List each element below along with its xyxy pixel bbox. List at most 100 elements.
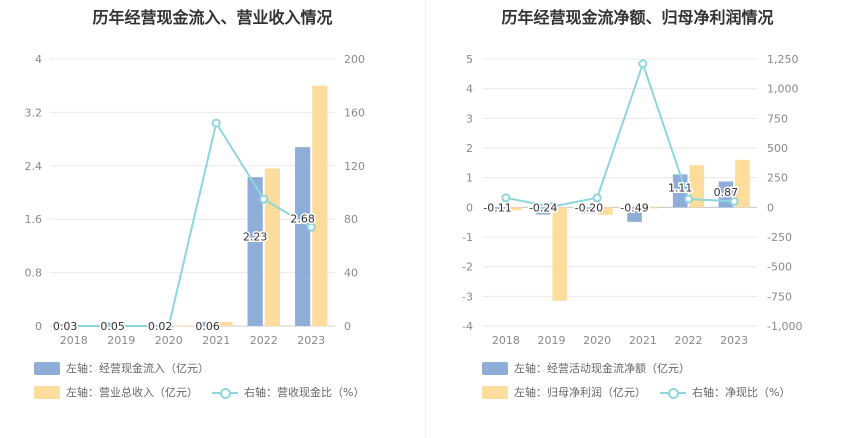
- legend-row-2: 左轴：营业总收入（亿元） 右轴：营收现金比（%）: [34, 384, 378, 400]
- legend-swatch: [482, 361, 508, 375]
- bar-b: [643, 207, 659, 209]
- x-axis-tick-label: 2020: [583, 334, 611, 347]
- legend-item[interactable]: 左轴：经营活动现金流净额（亿元）: [482, 360, 690, 376]
- bar-value-label: 0.02: [148, 320, 173, 333]
- left-axis-tick-label: 2.4: [25, 160, 43, 173]
- right-axis-tick-label: 1,250: [767, 53, 799, 66]
- right-axis-tick-label: 0: [767, 201, 774, 214]
- right-axis-tick-label: -1,000: [767, 320, 802, 333]
- bar-value-label: 0.87: [714, 186, 739, 199]
- cashflow-revenue-chart: 0 0 0.8 40 1.6 80 2.4 120 3.2 160 4 200 2018 2019 2020…: [25, 53, 366, 347]
- left-axis-tick-label: 1: [466, 172, 473, 185]
- left-axis-tick-label: 3: [466, 112, 473, 125]
- bar-b: [312, 85, 328, 326]
- x-axis-tick-label: 2023: [720, 334, 748, 347]
- bar-a: [105, 322, 121, 326]
- x-axis-tick-label: 2019: [538, 334, 566, 347]
- left-axis-tick-label: 1.6: [25, 213, 43, 226]
- bar-value-label: -0.49: [620, 201, 648, 214]
- left-axis-tick-label: -1: [462, 231, 473, 244]
- bar-b: [689, 165, 705, 208]
- bar-value-label: 0.03: [53, 320, 78, 333]
- x-axis-tick-label: 2018: [60, 334, 88, 347]
- ratio-point: [729, 196, 739, 206]
- legend-swatch: [34, 385, 60, 399]
- bar-value-label: 2.23: [243, 231, 268, 244]
- legend-line-swatch: [212, 386, 238, 399]
- bar-a: [57, 323, 73, 326]
- ratio-point: [306, 222, 316, 232]
- ratio-point: [638, 59, 648, 69]
- bar-a: [627, 207, 642, 222]
- legend-line-swatch: [660, 386, 686, 399]
- legend-row-1: 左轴：经营现金流入（亿元）: [34, 360, 223, 376]
- right-axis-tick-label: -750: [767, 290, 792, 303]
- x-axis-tick-label: 2019: [107, 334, 135, 347]
- legend-item[interactable]: 左轴：营业总收入（亿元）: [34, 384, 198, 400]
- left-axis-tick-label: -4: [462, 320, 473, 333]
- x-axis-tick-label: 2022: [675, 334, 703, 347]
- ratio-point: [501, 193, 511, 203]
- x-axis-tick-label: 2023: [297, 334, 325, 347]
- bar-b: [552, 207, 568, 301]
- bar-b: [169, 325, 185, 327]
- bar-b: [217, 321, 233, 326]
- x-axis-tick-label: 2021: [629, 334, 657, 347]
- netcashflow-profit-chart: -4 -1,000 -3 -750 -2 -500 -1 -250 0 0 1 250 2 500 3 750…: [462, 53, 802, 347]
- x-axis-tick-label: 2020: [155, 334, 183, 347]
- bar-b: [506, 207, 522, 211]
- right-axis-tick-label: 750: [767, 112, 788, 125]
- left-axis-tick-label: 0: [35, 320, 42, 333]
- right-axis-tick-label: -500: [767, 261, 792, 274]
- left-axis-tick-label: 4: [35, 53, 42, 66]
- bar-a: [535, 207, 551, 215]
- bar-a: [200, 321, 216, 326]
- legend-item[interactable]: 左轴：经营现金流入（亿元）: [34, 360, 209, 376]
- right-axis-tick-label: 500: [767, 142, 788, 155]
- legend-row-2: 左轴：归母净利润（亿元） 右轴：净现比（%）: [482, 384, 804, 400]
- right-axis-tick-label: 200: [344, 53, 365, 66]
- legend-item[interactable]: 右轴：营收现金比（%）: [212, 384, 364, 400]
- bar-b: [264, 168, 280, 326]
- bar-b: [598, 207, 613, 215]
- right-axis-tick-label: 250: [767, 172, 788, 185]
- legend-row-1: 左轴：经营活动现金流净额（亿元）: [482, 360, 704, 376]
- bar-value-label: -0.24: [529, 201, 557, 214]
- bar-b: [735, 159, 750, 208]
- legend-item[interactable]: 右轴：净现比（%）: [660, 384, 790, 400]
- ratio-point: [116, 321, 126, 331]
- legend-label: 左轴：归母净利润（亿元）: [514, 386, 646, 399]
- left-axis-tick-label: 5: [466, 53, 473, 66]
- x-axis-tick-label: 2018: [492, 334, 520, 347]
- ratio-point: [211, 118, 221, 128]
- left-axis-tick-label: -3: [462, 290, 473, 303]
- x-axis-tick-label: 2021: [202, 334, 230, 347]
- bar-a: [490, 207, 505, 211]
- right-axis-tick-label: 0: [344, 320, 351, 333]
- chart-title: 历年经营现金流净额、归母净利润情况: [501, 8, 774, 27]
- left-chart-panel: 历年经营现金流入、营业收入情况 0 0 0.8 40 1.6 80 2.4 120 3.2 160…: [25, 8, 378, 400]
- left-axis-tick-label: 0.8: [25, 267, 43, 280]
- bar-value-label: -0.11: [483, 201, 511, 214]
- legend-label: 左轴：营业总收入（亿元）: [66, 386, 198, 399]
- legend-item[interactable]: 左轴：归母净利润（亿元）: [482, 384, 646, 400]
- bar-value-label: 2.68: [290, 213, 315, 226]
- ratio-point: [684, 194, 693, 204]
- legend-swatch: [34, 361, 60, 375]
- left-axis-tick-label: 4: [466, 83, 473, 96]
- legend-label: 左轴：经营现金流入（亿元）: [66, 362, 209, 375]
- ratio-point: [592, 193, 602, 203]
- legend-label: 右轴：营收现金比（%）: [244, 386, 365, 399]
- bar-value-label: -0.20: [575, 201, 603, 214]
- legend-swatch: [482, 385, 508, 399]
- left-axis-tick-label: 3.2: [25, 106, 43, 119]
- legend-label: 左轴：经营活动现金流净额（亿元）: [514, 362, 690, 375]
- bar-a: [295, 147, 311, 326]
- ratio-point: [164, 321, 174, 331]
- ratio-point: [69, 321, 79, 331]
- right-axis-tick-label: 40: [344, 267, 358, 280]
- left-axis-tick-label: -2: [462, 261, 473, 274]
- right-axis-tick-label: 160: [344, 106, 365, 119]
- bar-value-label: 1.11: [668, 182, 693, 195]
- ratio-point: [547, 202, 556, 212]
